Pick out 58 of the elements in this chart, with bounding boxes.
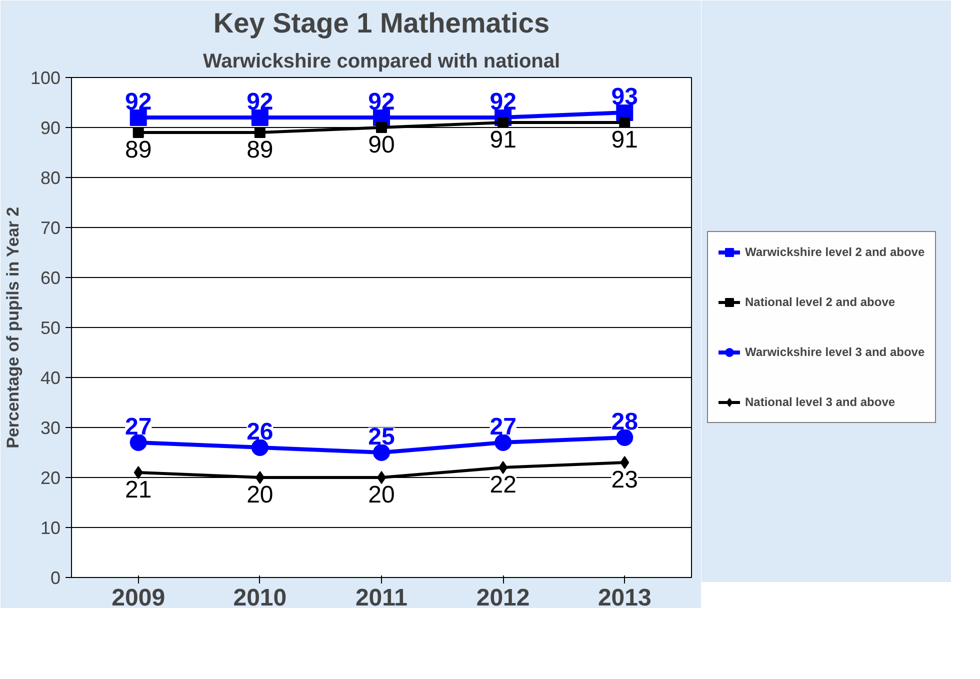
data-label: 91 bbox=[490, 126, 516, 154]
data-label: 92 bbox=[125, 88, 152, 116]
point bbox=[376, 122, 387, 133]
point bbox=[251, 439, 268, 456]
data-label: 28 bbox=[611, 408, 638, 436]
y-tick-label: 100 bbox=[30, 68, 61, 88]
data-label: 90 bbox=[368, 132, 395, 158]
x-tick-label: 2011 bbox=[355, 584, 408, 612]
point bbox=[494, 434, 512, 451]
y-tick-label: 30 bbox=[40, 418, 61, 438]
y-tick-label: 10 bbox=[40, 518, 61, 538]
legend-label: National level 2 and above bbox=[745, 295, 896, 309]
y-tick-label: 20 bbox=[40, 468, 61, 488]
point bbox=[373, 444, 390, 461]
point bbox=[132, 127, 144, 138]
chart-subtitle: Warwickshire compared with national bbox=[202, 50, 560, 72]
y-tick-label: 0 bbox=[50, 568, 61, 588]
data-label: 89 bbox=[125, 136, 152, 164]
y-tick-label: 90 bbox=[40, 118, 61, 138]
data-label: 23 bbox=[611, 466, 638, 494]
data-label: 93 bbox=[611, 84, 638, 110]
data-label: 89 bbox=[246, 136, 274, 164]
data-label: 92 bbox=[246, 88, 274, 116]
point bbox=[498, 461, 508, 474]
point bbox=[130, 434, 147, 451]
x-tick-label: 2009 bbox=[112, 584, 166, 612]
data-label: 21 bbox=[125, 476, 152, 504]
data-label: 27 bbox=[490, 414, 516, 440]
point bbox=[619, 117, 630, 128]
x-tick-label: 2013 bbox=[598, 584, 652, 612]
point bbox=[251, 109, 268, 126]
data-label: 26 bbox=[246, 418, 274, 446]
point bbox=[620, 456, 630, 469]
point bbox=[254, 127, 266, 138]
data-label: 20 bbox=[246, 482, 274, 508]
data-label: 22 bbox=[490, 472, 516, 498]
point bbox=[134, 466, 143, 479]
data-label: 25 bbox=[368, 424, 395, 450]
chart-title: Key Stage 1 Mathematics bbox=[213, 8, 550, 38]
data-label: 91 bbox=[611, 126, 638, 154]
data-label: 20 bbox=[368, 482, 395, 508]
point bbox=[255, 471, 264, 484]
data-label: 27 bbox=[125, 414, 152, 440]
y-tick-label: 80 bbox=[40, 168, 61, 188]
x-tick-label: 2012 bbox=[476, 584, 530, 612]
y-tick-label: 40 bbox=[40, 368, 61, 388]
legend-label: Warwickshire level 3 and above bbox=[745, 345, 925, 359]
legend-label: Warwickshire level 2 and above bbox=[745, 245, 925, 259]
data-label: 92 bbox=[368, 88, 395, 116]
data-label: 92 bbox=[490, 88, 516, 116]
point bbox=[130, 109, 147, 126]
y-tick-label: 50 bbox=[40, 318, 61, 338]
point bbox=[616, 429, 634, 446]
y-tick-label: 70 bbox=[40, 218, 61, 238]
y-tick-label: 60 bbox=[40, 268, 61, 288]
legend-label: National level 3 and above bbox=[745, 395, 896, 409]
y-axis-title: Percentage of pupils in Year 2 bbox=[3, 206, 22, 448]
x-tick-label: 2010 bbox=[233, 584, 287, 612]
